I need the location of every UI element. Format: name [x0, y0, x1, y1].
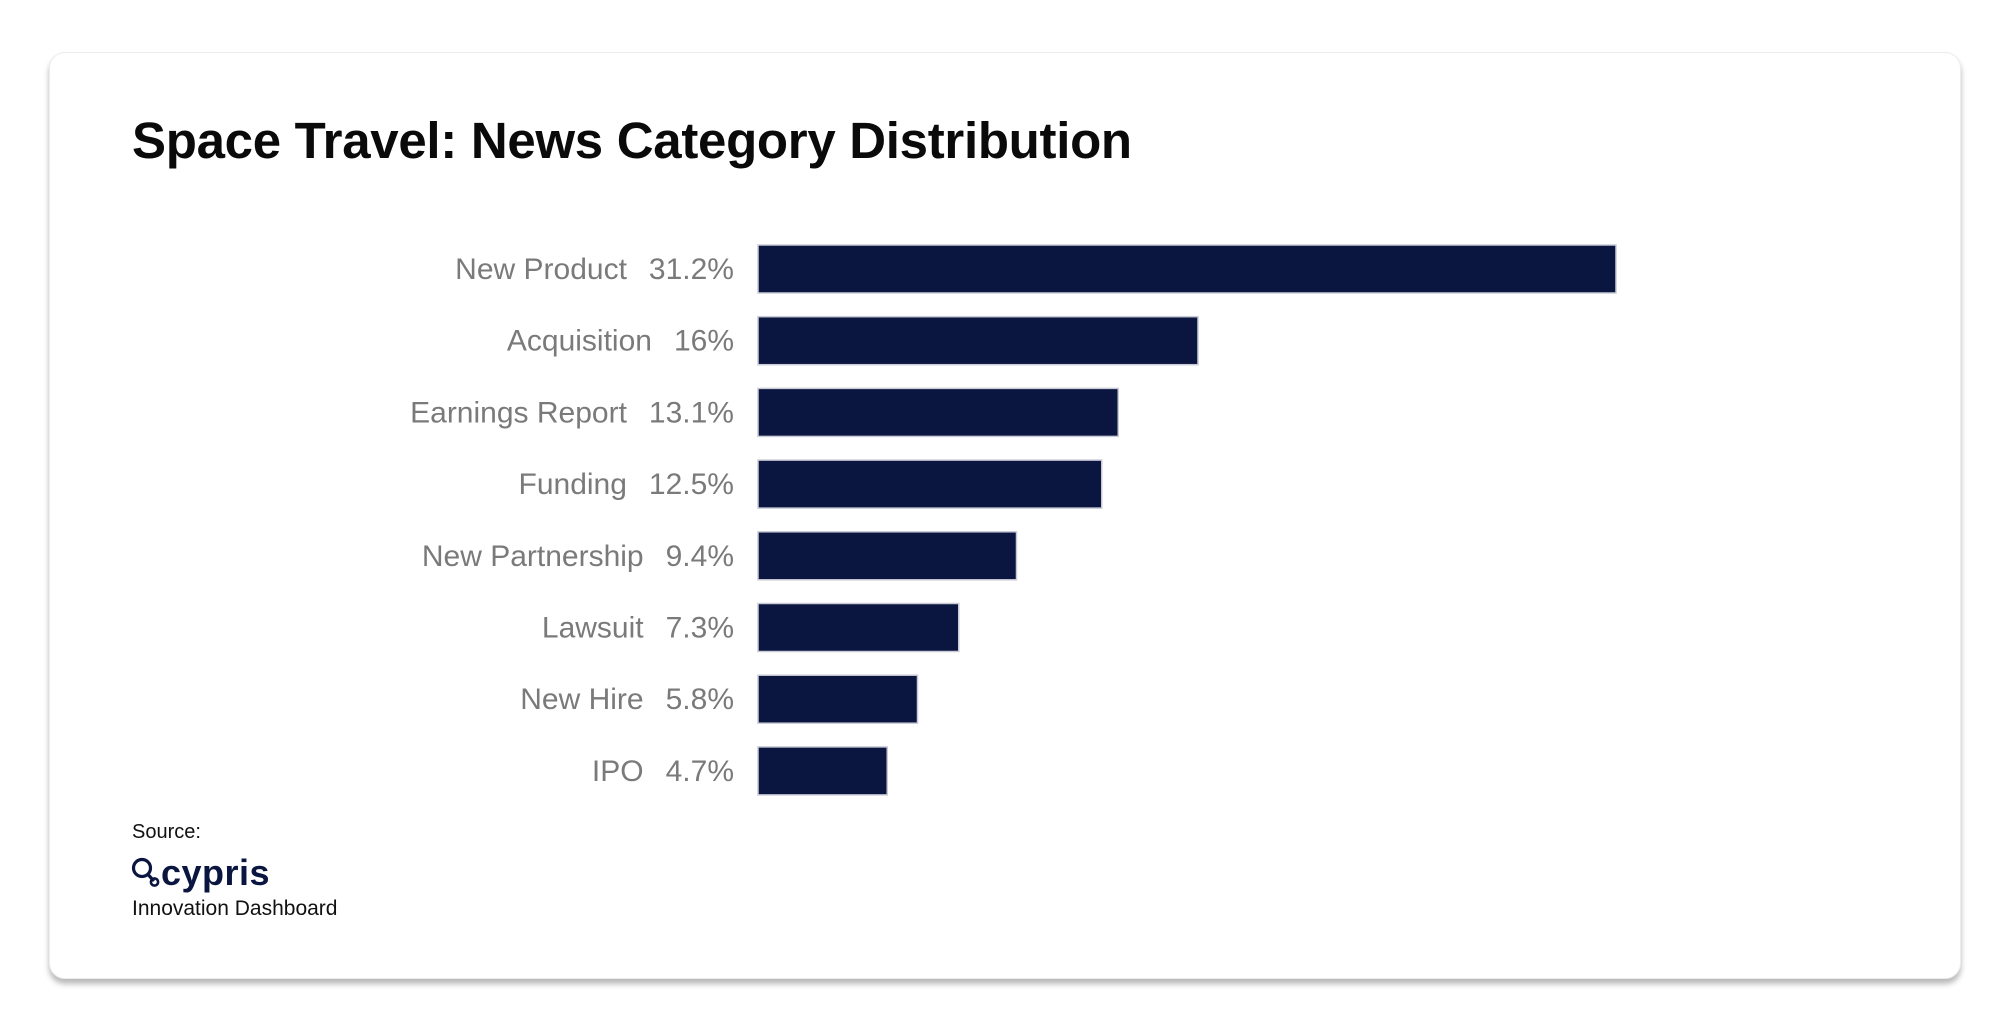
- bar-4: [757, 531, 1018, 581]
- value-label-7: 4.7%: [666, 755, 734, 788]
- chart-title: Space Travel: News Category Distribution: [132, 112, 1132, 169]
- bar-7: [757, 746, 888, 796]
- category-label-3: Funding: [519, 468, 627, 501]
- bar-5: [757, 602, 960, 653]
- logo-text: cypris: [161, 852, 271, 893]
- value-label-0: 31.2%: [649, 253, 734, 286]
- cypris-logo: cypris: [130, 853, 270, 893]
- category-label-2: Earnings Report: [410, 396, 627, 429]
- bar-1: [757, 315, 1199, 366]
- category-label-4: New Partnership: [422, 540, 644, 573]
- value-label-6: 5.8%: [666, 683, 734, 716]
- value-label-2: 13.1%: [649, 396, 734, 429]
- chart-card: Space Travel: News Category Distribution…: [49, 52, 1961, 979]
- value-label-3: 12.5%: [649, 468, 734, 501]
- value-label-1: 16%: [674, 325, 734, 358]
- bar-3: [757, 459, 1103, 509]
- category-label-5: Lawsuit: [542, 612, 644, 645]
- value-label-5: 7.3%: [666, 612, 734, 645]
- category-label-0: New Product: [455, 253, 627, 286]
- category-label-7: IPO: [592, 755, 644, 788]
- bar-chart: 31.2% New Product 16% Acquisition 13.1% Earni…: [410, 244, 1617, 796]
- bar-2: [757, 387, 1119, 438]
- value-label-4: 9.4%: [666, 540, 734, 573]
- source-name: Innovation Dashboard: [132, 897, 338, 920]
- category-label-1: Acquisition: [507, 325, 652, 358]
- source-label: Source:: [132, 821, 201, 843]
- cypris-magnifier-icon: [131, 857, 160, 887]
- category-label-6: New Hire: [520, 683, 643, 716]
- bars-group: 31.2% New Product 16% Acquisition 13.1% Earni…: [410, 244, 1617, 796]
- bar-6: [757, 674, 919, 724]
- bar-0: [757, 244, 1617, 294]
